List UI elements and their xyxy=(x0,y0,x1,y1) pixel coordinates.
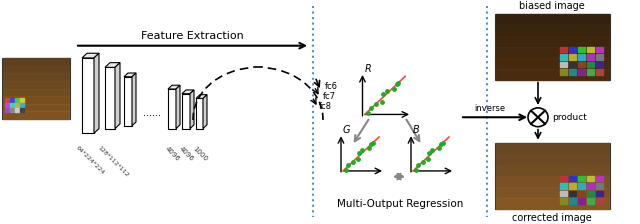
Text: 4096: 4096 xyxy=(177,146,195,162)
Text: 1000: 1000 xyxy=(191,146,209,162)
Polygon shape xyxy=(203,95,207,129)
Point xyxy=(353,158,363,161)
Polygon shape xyxy=(2,58,70,119)
Point xyxy=(378,92,388,96)
Point xyxy=(413,163,423,167)
Point xyxy=(434,146,444,150)
Point xyxy=(362,112,372,115)
Polygon shape xyxy=(105,67,115,129)
Point xyxy=(376,100,387,103)
Text: product: product xyxy=(552,113,587,122)
Text: R: R xyxy=(365,64,371,74)
Point xyxy=(438,141,448,144)
Text: Multi-Output Regression: Multi-Output Regression xyxy=(337,199,463,209)
Point xyxy=(392,82,402,86)
Polygon shape xyxy=(132,73,136,126)
Polygon shape xyxy=(495,14,610,80)
Text: 4096: 4096 xyxy=(164,146,180,162)
Polygon shape xyxy=(82,53,99,58)
Point xyxy=(348,160,358,164)
Text: biased image: biased image xyxy=(519,1,585,11)
Polygon shape xyxy=(105,63,120,67)
Polygon shape xyxy=(176,85,180,129)
Text: Feature Extraction: Feature Extraction xyxy=(141,31,243,41)
Text: fc8: fc8 xyxy=(319,102,332,111)
Point xyxy=(366,142,376,146)
Polygon shape xyxy=(190,90,194,129)
Point xyxy=(368,141,378,144)
Text: 64*224*224: 64*224*224 xyxy=(75,146,105,176)
Point xyxy=(364,146,374,150)
Polygon shape xyxy=(495,143,610,209)
Text: fc7: fc7 xyxy=(323,92,336,101)
Polygon shape xyxy=(115,63,120,129)
Point xyxy=(357,148,367,151)
Point xyxy=(343,163,353,167)
Polygon shape xyxy=(196,98,203,129)
Text: 128*112*112: 128*112*112 xyxy=(97,146,129,178)
Point xyxy=(388,87,399,90)
Polygon shape xyxy=(196,95,207,98)
Text: corrected image: corrected image xyxy=(512,213,592,223)
Text: ......: ...... xyxy=(143,108,161,118)
Point xyxy=(371,102,381,106)
Point xyxy=(436,142,446,146)
Polygon shape xyxy=(168,85,180,89)
Point xyxy=(340,168,351,172)
Text: G: G xyxy=(343,125,351,135)
Polygon shape xyxy=(168,89,176,129)
Point xyxy=(393,81,403,84)
Polygon shape xyxy=(182,90,194,94)
Point xyxy=(381,89,392,92)
Text: inverse: inverse xyxy=(474,105,506,114)
Point xyxy=(418,160,428,164)
Circle shape xyxy=(528,108,548,127)
Polygon shape xyxy=(94,53,99,133)
Polygon shape xyxy=(182,94,190,129)
Polygon shape xyxy=(124,77,132,126)
Point xyxy=(424,151,434,155)
Point xyxy=(423,158,433,161)
Polygon shape xyxy=(124,73,136,77)
Point xyxy=(410,168,420,172)
Point xyxy=(354,151,364,155)
Point xyxy=(428,148,438,151)
Polygon shape xyxy=(82,58,94,133)
Point xyxy=(365,106,376,110)
Text: B: B xyxy=(413,125,420,135)
Text: fc6: fc6 xyxy=(325,82,338,91)
